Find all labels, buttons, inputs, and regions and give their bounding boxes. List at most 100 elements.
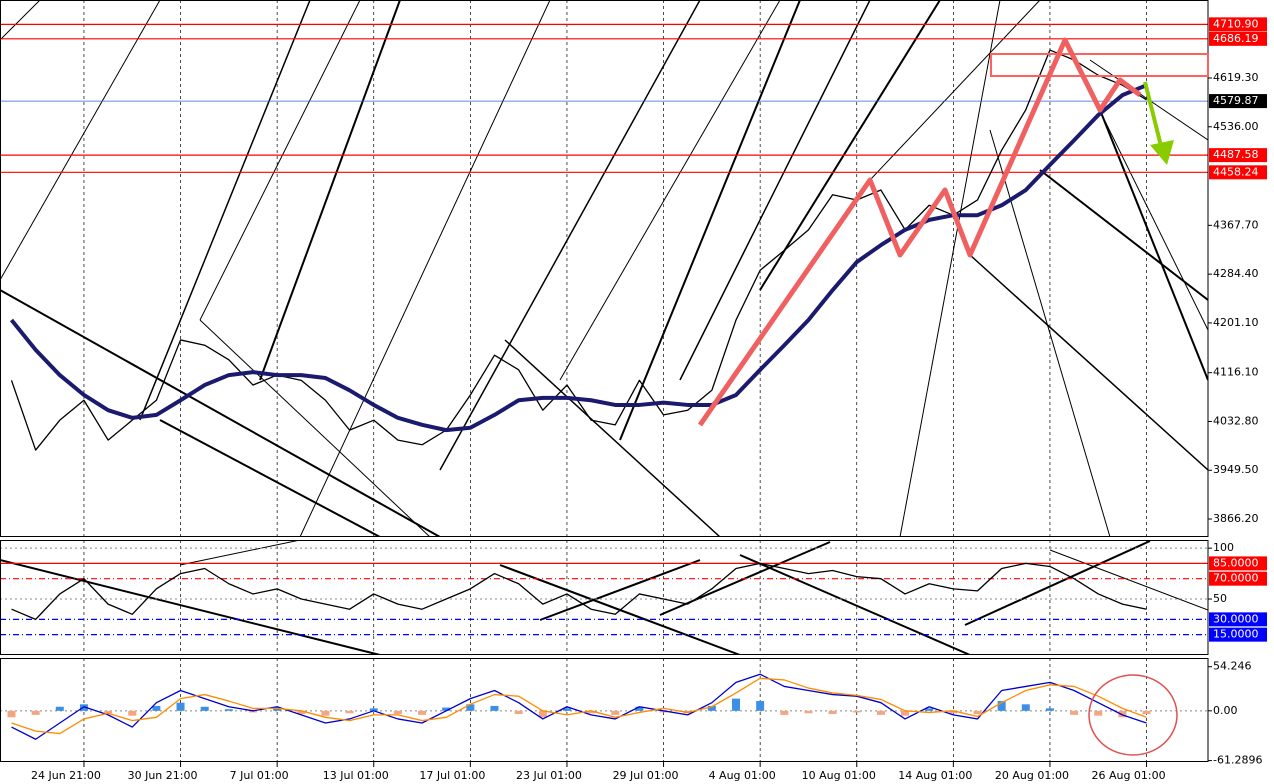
histogram-bar	[466, 704, 475, 711]
histogram-bar	[828, 710, 837, 715]
pane	[0, 540, 1208, 655]
histogram-bar	[7, 710, 16, 718]
x-tick-label: 7 Jul 01:00	[230, 769, 289, 782]
x-tick-label: 13 Jul 01:00	[323, 769, 389, 782]
level-label-bg	[1209, 612, 1267, 627]
histogram-bar	[901, 710, 910, 716]
series-line	[9, 83, 1148, 433]
pane-border	[0, 658, 1209, 762]
histogram-bar	[1070, 710, 1079, 715]
x-tick-label: 26 Aug 01:00	[1091, 769, 1165, 782]
histogram-bar	[128, 710, 137, 716]
histogram-bar	[1118, 710, 1127, 718]
series-line	[11, 677, 1147, 735]
histogram-bar	[104, 710, 113, 714]
series-line	[11, 562, 1147, 621]
level-label-bg	[1209, 165, 1267, 180]
y-tick-label: 4201.10	[1213, 316, 1259, 329]
y-tick-label: 4536.00	[1213, 120, 1259, 133]
x-tick-label: 30 Jun 21:00	[128, 769, 198, 782]
histogram-bar	[1021, 704, 1030, 711]
y-tick-label: -61.2896	[1213, 754, 1262, 767]
histogram-bar	[635, 706, 644, 711]
histogram-bar	[1045, 708, 1054, 711]
histogram-bar	[176, 702, 185, 711]
last-price-bg	[1209, 94, 1267, 109]
last-price-label: 4579.87	[1213, 94, 1259, 107]
y-tick-label: 54.246	[1213, 660, 1252, 673]
histogram-bar	[538, 710, 547, 718]
histogram-bar	[514, 710, 523, 715]
histogram-bar	[79, 704, 88, 711]
level-label-bg	[1209, 148, 1267, 163]
x-tick-label: 24 Jun 21:00	[31, 769, 101, 782]
histogram-bar	[756, 701, 765, 711]
histogram-bar	[152, 705, 161, 711]
level-label: 4487.58	[1213, 148, 1259, 161]
y-tick-label: 4284.40	[1213, 267, 1259, 280]
y-tick-label: 0.00	[1213, 704, 1238, 717]
pane-border	[0, 540, 1209, 655]
annotations	[697, 37, 1209, 756]
histogram-bar	[1094, 710, 1103, 716]
x-tick-label: 17 Jul 01:00	[419, 769, 485, 782]
histogram-bar	[393, 710, 402, 715]
histogram-bar	[418, 710, 427, 715]
histogram-bar	[297, 710, 306, 715]
x-tick-label: 23 Jul 01:00	[516, 769, 582, 782]
x-tick-label: 14 Aug 01:00	[898, 769, 972, 782]
level-label: 70.0000	[1213, 572, 1259, 585]
level-label: 85.0000	[1213, 556, 1259, 569]
histogram-bar	[780, 710, 789, 715]
histogram-bar	[345, 710, 354, 714]
x-tick-label: 29 Jul 01:00	[613, 769, 679, 782]
pane-border	[0, 0, 1209, 537]
level-label-bg	[1209, 627, 1267, 642]
level-label-bg	[1209, 556, 1267, 571]
histogram-bar	[249, 710, 257, 713]
y-tick-label: 3866.20	[1213, 512, 1259, 525]
histogram-bar	[925, 708, 934, 711]
level-label-bg	[1209, 17, 1267, 32]
level-label-bg	[1209, 571, 1267, 586]
level-label: 4458.24	[1213, 165, 1259, 178]
histogram-bar	[611, 710, 620, 715]
histogram-bar	[490, 705, 499, 711]
histogram-bar	[997, 701, 1006, 711]
histogram-bar	[876, 710, 885, 715]
histogram-bar	[200, 706, 209, 711]
histogram-bar	[707, 705, 716, 711]
series-line	[10, 49, 1147, 451]
x-tick-label: 10 Aug 01:00	[802, 769, 876, 782]
y-tick-label: 4619.30	[1213, 71, 1259, 84]
level-label: 15.0000	[1213, 628, 1259, 641]
level-label: 30.0000	[1213, 612, 1259, 625]
histogram-bar	[442, 707, 451, 711]
series-line	[11, 673, 1147, 740]
histogram-bar	[732, 698, 740, 711]
histogram-bar	[321, 710, 330, 716]
y-tick-label: 3949.50	[1213, 463, 1259, 476]
y-tick-label: 4032.80	[1213, 414, 1259, 427]
histogram-bar	[369, 708, 378, 711]
histogram-bar	[31, 710, 40, 715]
histogram-bar	[973, 710, 982, 715]
histogram-bar	[55, 706, 64, 711]
histogram-bar	[659, 710, 668, 713]
histogram-bar	[804, 710, 813, 714]
histogram-bar	[1142, 710, 1151, 715]
histogram-bar	[949, 710, 958, 714]
level-label-bg	[1209, 31, 1267, 46]
level-label: 4710.90	[1213, 17, 1259, 30]
x-tick-label: 4 Aug 01:00	[709, 769, 776, 782]
y-tick-label: 100	[1213, 541, 1234, 554]
histogram-bar	[587, 710, 596, 714]
y-tick-label: 4116.10	[1213, 366, 1259, 379]
level-label: 4686.19	[1213, 32, 1259, 45]
pane	[0, 658, 1208, 762]
histogram-bar	[852, 710, 861, 713]
histogram-bar	[224, 709, 233, 711]
trend-lines	[0, 0, 1208, 537]
y-tick-label: 4367.70	[1213, 218, 1259, 231]
